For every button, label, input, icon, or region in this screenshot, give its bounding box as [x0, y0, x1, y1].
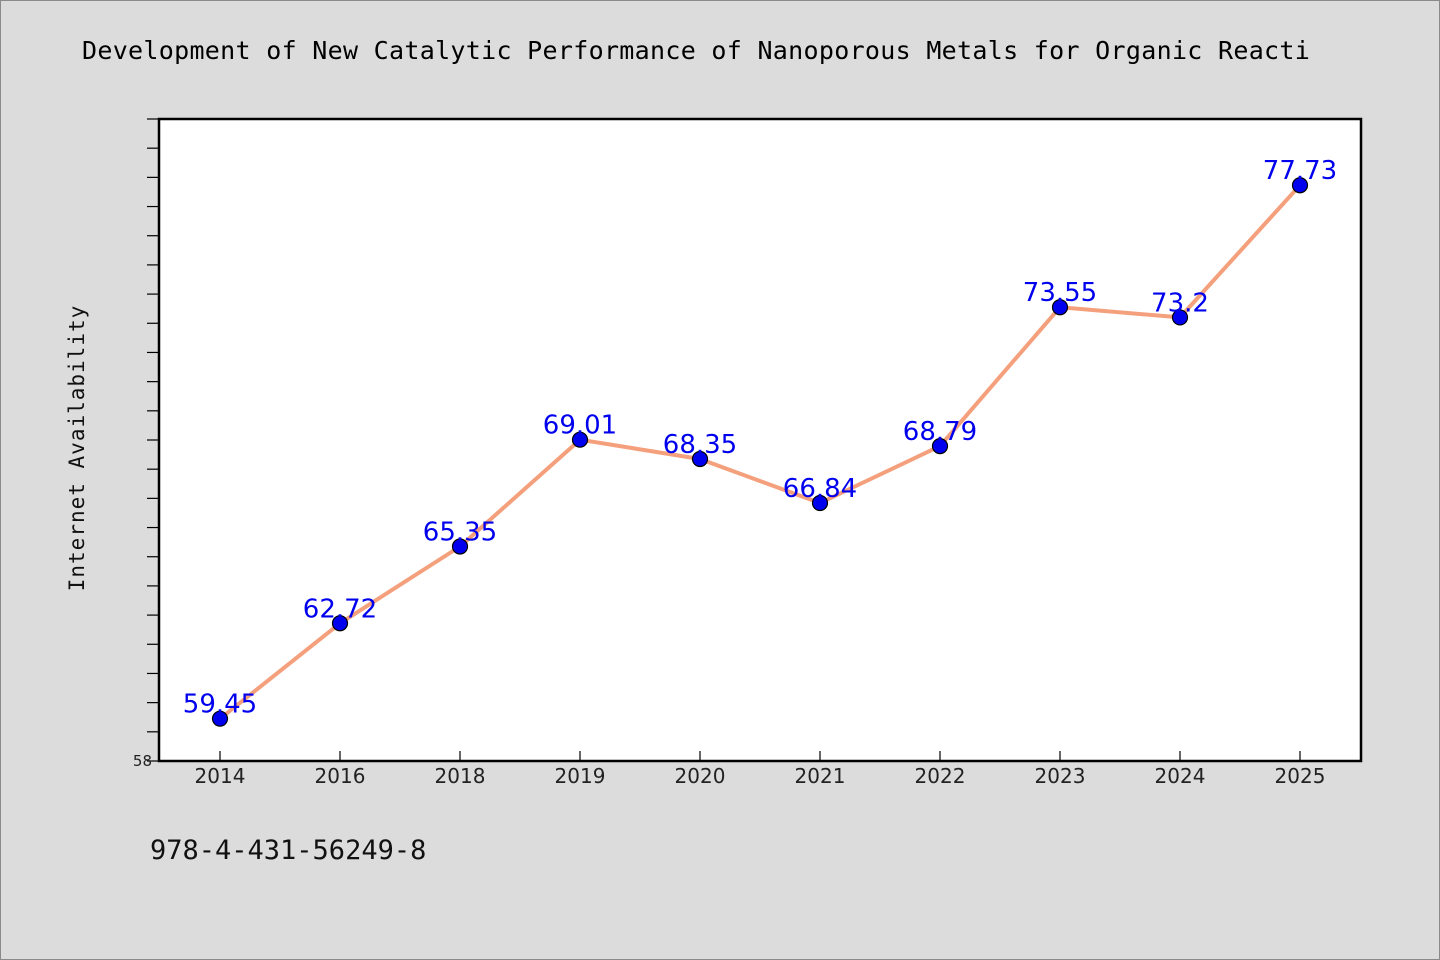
y-ticks — [147, 118, 159, 762]
x-tick-label: 2021 — [795, 764, 846, 788]
data-label: 73.55 — [1023, 278, 1097, 308]
data-point — [1291, 177, 1309, 194]
data-label: 65.35 — [423, 518, 497, 548]
data-label: 68.79 — [903, 417, 977, 447]
x-tick-label: 2022 — [915, 764, 966, 788]
data-point — [1171, 309, 1189, 326]
data-point — [211, 710, 229, 727]
data-point — [931, 438, 949, 455]
x-tick-label: 2020 — [675, 764, 726, 788]
x-tick-label: 2024 — [1155, 764, 1206, 788]
chart-title: Development of New Catalytic Performance… — [82, 36, 1311, 65]
data-labels: 59.45 62.72 65.35 69.01 68.35 66.84 68.79 73.55… — [183, 156, 1337, 719]
data-label: 66.84 — [783, 474, 857, 504]
x-tick-label: 2025 — [1275, 764, 1326, 788]
data-point — [571, 431, 589, 448]
series-line — [218, 183, 1302, 721]
y-axis-min-label: 58 — [133, 752, 152, 770]
data-label: 77.73 — [1263, 156, 1337, 186]
data-point — [691, 450, 709, 468]
data-label: 68.35 — [663, 430, 737, 460]
data-points — [211, 177, 1309, 727]
data-label: 62.72 — [303, 594, 377, 624]
plot-area — [157, 117, 1363, 763]
data-point — [331, 615, 349, 632]
x-ticks — [219, 751, 1301, 761]
data-point — [1051, 299, 1069, 316]
data-point — [811, 494, 829, 512]
data-label: 59.45 — [183, 690, 257, 720]
x-tick-label: 2014 — [195, 764, 246, 788]
y-axis-label: Internet Availability — [65, 305, 89, 592]
x-tick-label: 2023 — [1035, 764, 1086, 788]
x-tick-label: 2016 — [315, 764, 366, 788]
x-tick-labels: 2014 2016 2018 2019 2020 2021 2022 2023 2024 2025 — [195, 764, 1326, 788]
x-tick-label: 2018 — [435, 764, 486, 788]
data-label: 73.2 — [1151, 288, 1209, 318]
data-point — [451, 538, 469, 555]
data-label: 69.01 — [543, 411, 617, 441]
x-tick-label: 2019 — [555, 764, 606, 788]
isbn-footer: 978-4-431-56249-8 — [150, 835, 427, 866]
